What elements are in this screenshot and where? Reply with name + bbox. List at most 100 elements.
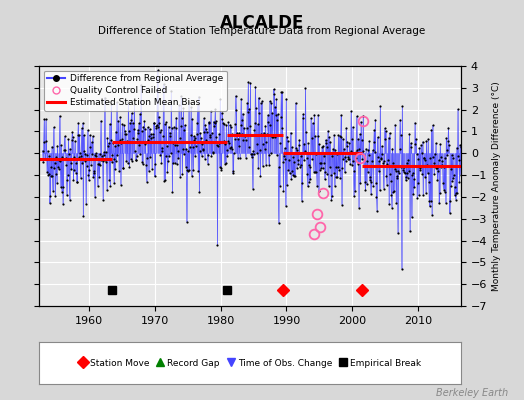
Point	[122, 131, 130, 138]
Point	[427, 198, 435, 204]
Point	[100, 149, 108, 155]
Point	[50, 160, 59, 166]
Point	[286, 150, 294, 156]
Point	[307, 115, 315, 122]
Point	[158, 147, 167, 154]
Point	[304, 140, 312, 146]
Point	[236, 155, 244, 161]
Point	[108, 152, 117, 158]
Point	[435, 190, 444, 196]
Point	[317, 165, 325, 171]
Point	[211, 120, 219, 126]
Point	[286, 170, 294, 177]
Point	[74, 120, 83, 126]
Point	[328, 193, 336, 199]
Point	[329, 146, 337, 152]
Point	[349, 158, 357, 164]
Point	[327, 197, 335, 203]
Point	[228, 131, 236, 138]
Point	[248, 186, 257, 192]
Point	[351, 188, 359, 194]
Point	[238, 110, 247, 117]
Point	[98, 152, 106, 159]
Point	[133, 153, 141, 160]
Point	[38, 147, 47, 154]
Point	[210, 118, 218, 125]
Point	[245, 144, 253, 150]
Point	[52, 154, 61, 160]
Point	[151, 160, 159, 167]
Point	[373, 208, 381, 214]
Point	[89, 174, 97, 180]
Point	[210, 122, 219, 129]
Point	[187, 104, 195, 110]
Point	[419, 192, 428, 198]
Point	[72, 160, 80, 166]
Point	[140, 118, 148, 124]
Point	[271, 111, 280, 118]
Point	[275, 164, 283, 170]
Point	[313, 133, 322, 139]
Point	[158, 144, 166, 151]
Point	[378, 143, 386, 149]
Point	[147, 135, 156, 142]
Point	[417, 150, 425, 156]
Point	[234, 155, 242, 162]
Point	[51, 171, 60, 178]
Point	[315, 141, 323, 148]
Point	[117, 136, 126, 142]
Point	[301, 148, 309, 154]
Point	[314, 188, 323, 194]
Point	[284, 166, 292, 173]
Point	[45, 153, 53, 160]
Point	[198, 141, 206, 147]
Point	[239, 136, 247, 143]
Point	[83, 127, 92, 134]
Point	[367, 191, 375, 197]
Point	[245, 106, 254, 112]
Point	[366, 173, 375, 180]
Point	[131, 148, 139, 154]
Point	[282, 96, 290, 102]
Point	[177, 93, 185, 99]
Point	[443, 147, 451, 153]
Point	[150, 173, 159, 180]
Point	[226, 124, 235, 130]
Point	[60, 146, 68, 153]
Point	[312, 150, 320, 157]
Point	[300, 157, 308, 163]
Point	[66, 196, 74, 203]
Point	[248, 150, 256, 157]
Point	[276, 182, 284, 189]
Point	[216, 96, 224, 102]
Point	[439, 186, 447, 193]
Point	[280, 145, 289, 151]
Point	[258, 163, 267, 169]
Point	[413, 180, 422, 187]
Point	[385, 201, 394, 207]
Point	[204, 119, 213, 125]
Point	[86, 132, 94, 138]
Point	[47, 173, 56, 180]
Point	[276, 140, 285, 146]
Point	[221, 160, 229, 167]
Point	[437, 164, 445, 170]
Point	[92, 153, 101, 159]
Point	[165, 123, 173, 130]
Point	[63, 176, 72, 183]
Point	[379, 185, 388, 192]
Point	[81, 158, 89, 164]
Point	[335, 132, 344, 139]
Point	[389, 160, 397, 166]
Point	[405, 168, 413, 174]
Point	[163, 168, 172, 175]
Point	[178, 115, 186, 122]
Point	[227, 144, 235, 150]
Point	[209, 150, 217, 156]
Point	[188, 116, 196, 122]
Point	[49, 124, 58, 131]
Point	[277, 114, 285, 120]
Point	[254, 121, 262, 128]
Point	[281, 156, 289, 162]
Point	[75, 154, 83, 160]
